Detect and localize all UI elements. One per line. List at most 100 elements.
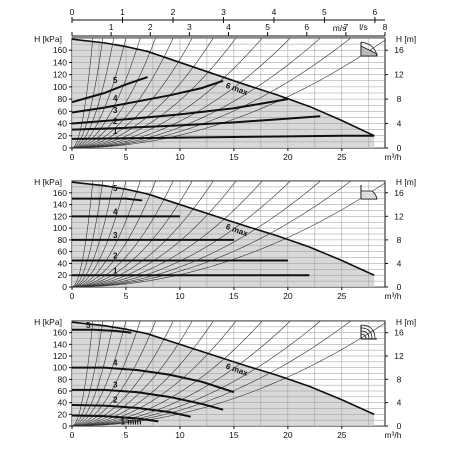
system-curve — [72, 321, 156, 426]
series-line-2 — [72, 404, 191, 418]
lower-top-tick-label: 7 — [344, 22, 349, 32]
y-left-tick-label: 40 — [58, 398, 68, 408]
x-tick-label: 20 — [283, 152, 293, 162]
x-axis-label: m³/h — [385, 430, 402, 440]
series — [72, 38, 375, 140]
y-left-tick-label: 140 — [53, 339, 67, 349]
y-left-tick-label: 120 — [53, 351, 67, 361]
lower-top-tick-label: 8 — [383, 22, 388, 32]
system-curve — [72, 38, 104, 148]
y-right-tick-label: 0 — [397, 282, 402, 292]
system-curve — [72, 38, 321, 148]
upper-top-tick-label: 5 — [322, 7, 327, 17]
curve-label-3: 3 — [113, 231, 118, 240]
y-left-tick-label: 60 — [58, 386, 68, 396]
x-axis-label: m³/h — [385, 291, 402, 301]
x-tick-label: 20 — [283, 430, 293, 440]
system-curve — [72, 181, 193, 287]
x-axis-label: m³/h — [385, 152, 402, 162]
system-curve — [72, 181, 156, 287]
curve-label-5: 5 — [113, 184, 118, 193]
x-tick-label: 25 — [337, 291, 347, 301]
y-right-tick-label: 4 — [397, 398, 402, 408]
y-left-tick-label: 0 — [62, 282, 67, 292]
series-line-5 — [72, 76, 148, 104]
series-line-5 — [72, 328, 132, 334]
curve-label-2: 2 — [113, 117, 118, 126]
y-right-tick-label: 8 — [397, 94, 402, 104]
y-left-tick-label: 80 — [58, 94, 68, 104]
curve-label-5: 5 — [86, 321, 91, 330]
x-tick-label: 15 — [229, 152, 239, 162]
system-curve — [72, 321, 141, 426]
x-tick-label: 25 — [337, 152, 347, 162]
system-curve — [72, 321, 352, 426]
lower-top-tick-label: 5 — [265, 22, 270, 32]
x-tick-label: 0 — [70, 291, 75, 301]
y-left-tick-label: 160 — [53, 45, 67, 55]
y-left-tick-label: 80 — [58, 235, 68, 245]
y-right-tick-label: 0 — [397, 143, 402, 153]
system-curve — [72, 321, 321, 426]
x-tick-label: 10 — [175, 152, 185, 162]
x-tick-label: 5 — [124, 430, 129, 440]
upper-top-tick-label: 1 — [120, 7, 125, 17]
y-left-tick-label: 40 — [58, 258, 68, 268]
y-left-tick-label: 0 — [62, 143, 67, 153]
system-curve — [72, 181, 352, 287]
y-left-tick-label: 120 — [53, 70, 67, 80]
system-curve — [72, 181, 214, 287]
system-curve — [72, 181, 321, 287]
y-left-tick-label: 20 — [58, 409, 68, 419]
curve-label-1: 1 — [113, 127, 118, 136]
y-left-tick-label: 120 — [53, 211, 67, 221]
curve-label-1-min: 1 min — [121, 417, 142, 426]
system-curve — [72, 181, 94, 287]
upper-top-tick-label: 2 — [171, 7, 176, 17]
upper-top-unit-label: m/s — [333, 23, 347, 33]
operating-range-area — [72, 39, 375, 148]
x-tick-label: 5 — [124, 291, 129, 301]
system-curve — [72, 38, 127, 148]
y-left-tick-label: 160 — [53, 188, 67, 198]
y-right-axis-label: H [m] — [396, 317, 416, 327]
lower-top-tick-label: 6 — [304, 22, 309, 32]
y-left-tick-label: 60 — [58, 247, 68, 257]
curve-label-5: 5 — [113, 76, 118, 85]
y-right-tick-label: 8 — [397, 235, 402, 245]
series — [72, 181, 375, 277]
proportional-pressure-icon — [360, 41, 378, 57]
lower-top-unit-label: l/s — [359, 22, 368, 32]
y-left-axis-label: H [kPa] — [34, 317, 62, 327]
system-curve — [72, 38, 115, 148]
y-right-tick-label: 12 — [394, 211, 404, 221]
series-line-2 — [72, 115, 321, 131]
curve-label-2: 2 — [113, 396, 118, 405]
system-curve — [72, 321, 127, 426]
curve-label-3: 3 — [113, 381, 118, 390]
y-left-axis-label: H [kPa] — [34, 34, 62, 44]
y-right-tick-label: 16 — [394, 328, 404, 338]
grid — [72, 38, 385, 148]
system-curve — [72, 321, 263, 426]
y-left-tick-label: 20 — [58, 270, 68, 280]
lower-top-tick-label: 4 — [226, 22, 231, 32]
series-line-3 — [72, 98, 289, 125]
system-curve — [72, 38, 352, 148]
lower-top-tick-label: 1 — [109, 22, 114, 32]
constant-pressure-icon — [360, 185, 378, 200]
lower-top-tick-label: 2 — [148, 22, 153, 32]
y-right-tick-label: 16 — [394, 45, 404, 55]
system-curves — [72, 38, 385, 148]
system-curve — [72, 181, 237, 287]
system-curve — [72, 321, 193, 426]
y-left-tick-label: 0 — [62, 421, 67, 431]
curve-label-4: 4 — [113, 358, 118, 367]
series-line-6-max — [72, 321, 375, 416]
y-right-tick-label: 12 — [394, 70, 404, 80]
series-line-4 — [72, 79, 224, 114]
system-curve — [72, 321, 115, 426]
x-tick-label: 15 — [229, 291, 239, 301]
